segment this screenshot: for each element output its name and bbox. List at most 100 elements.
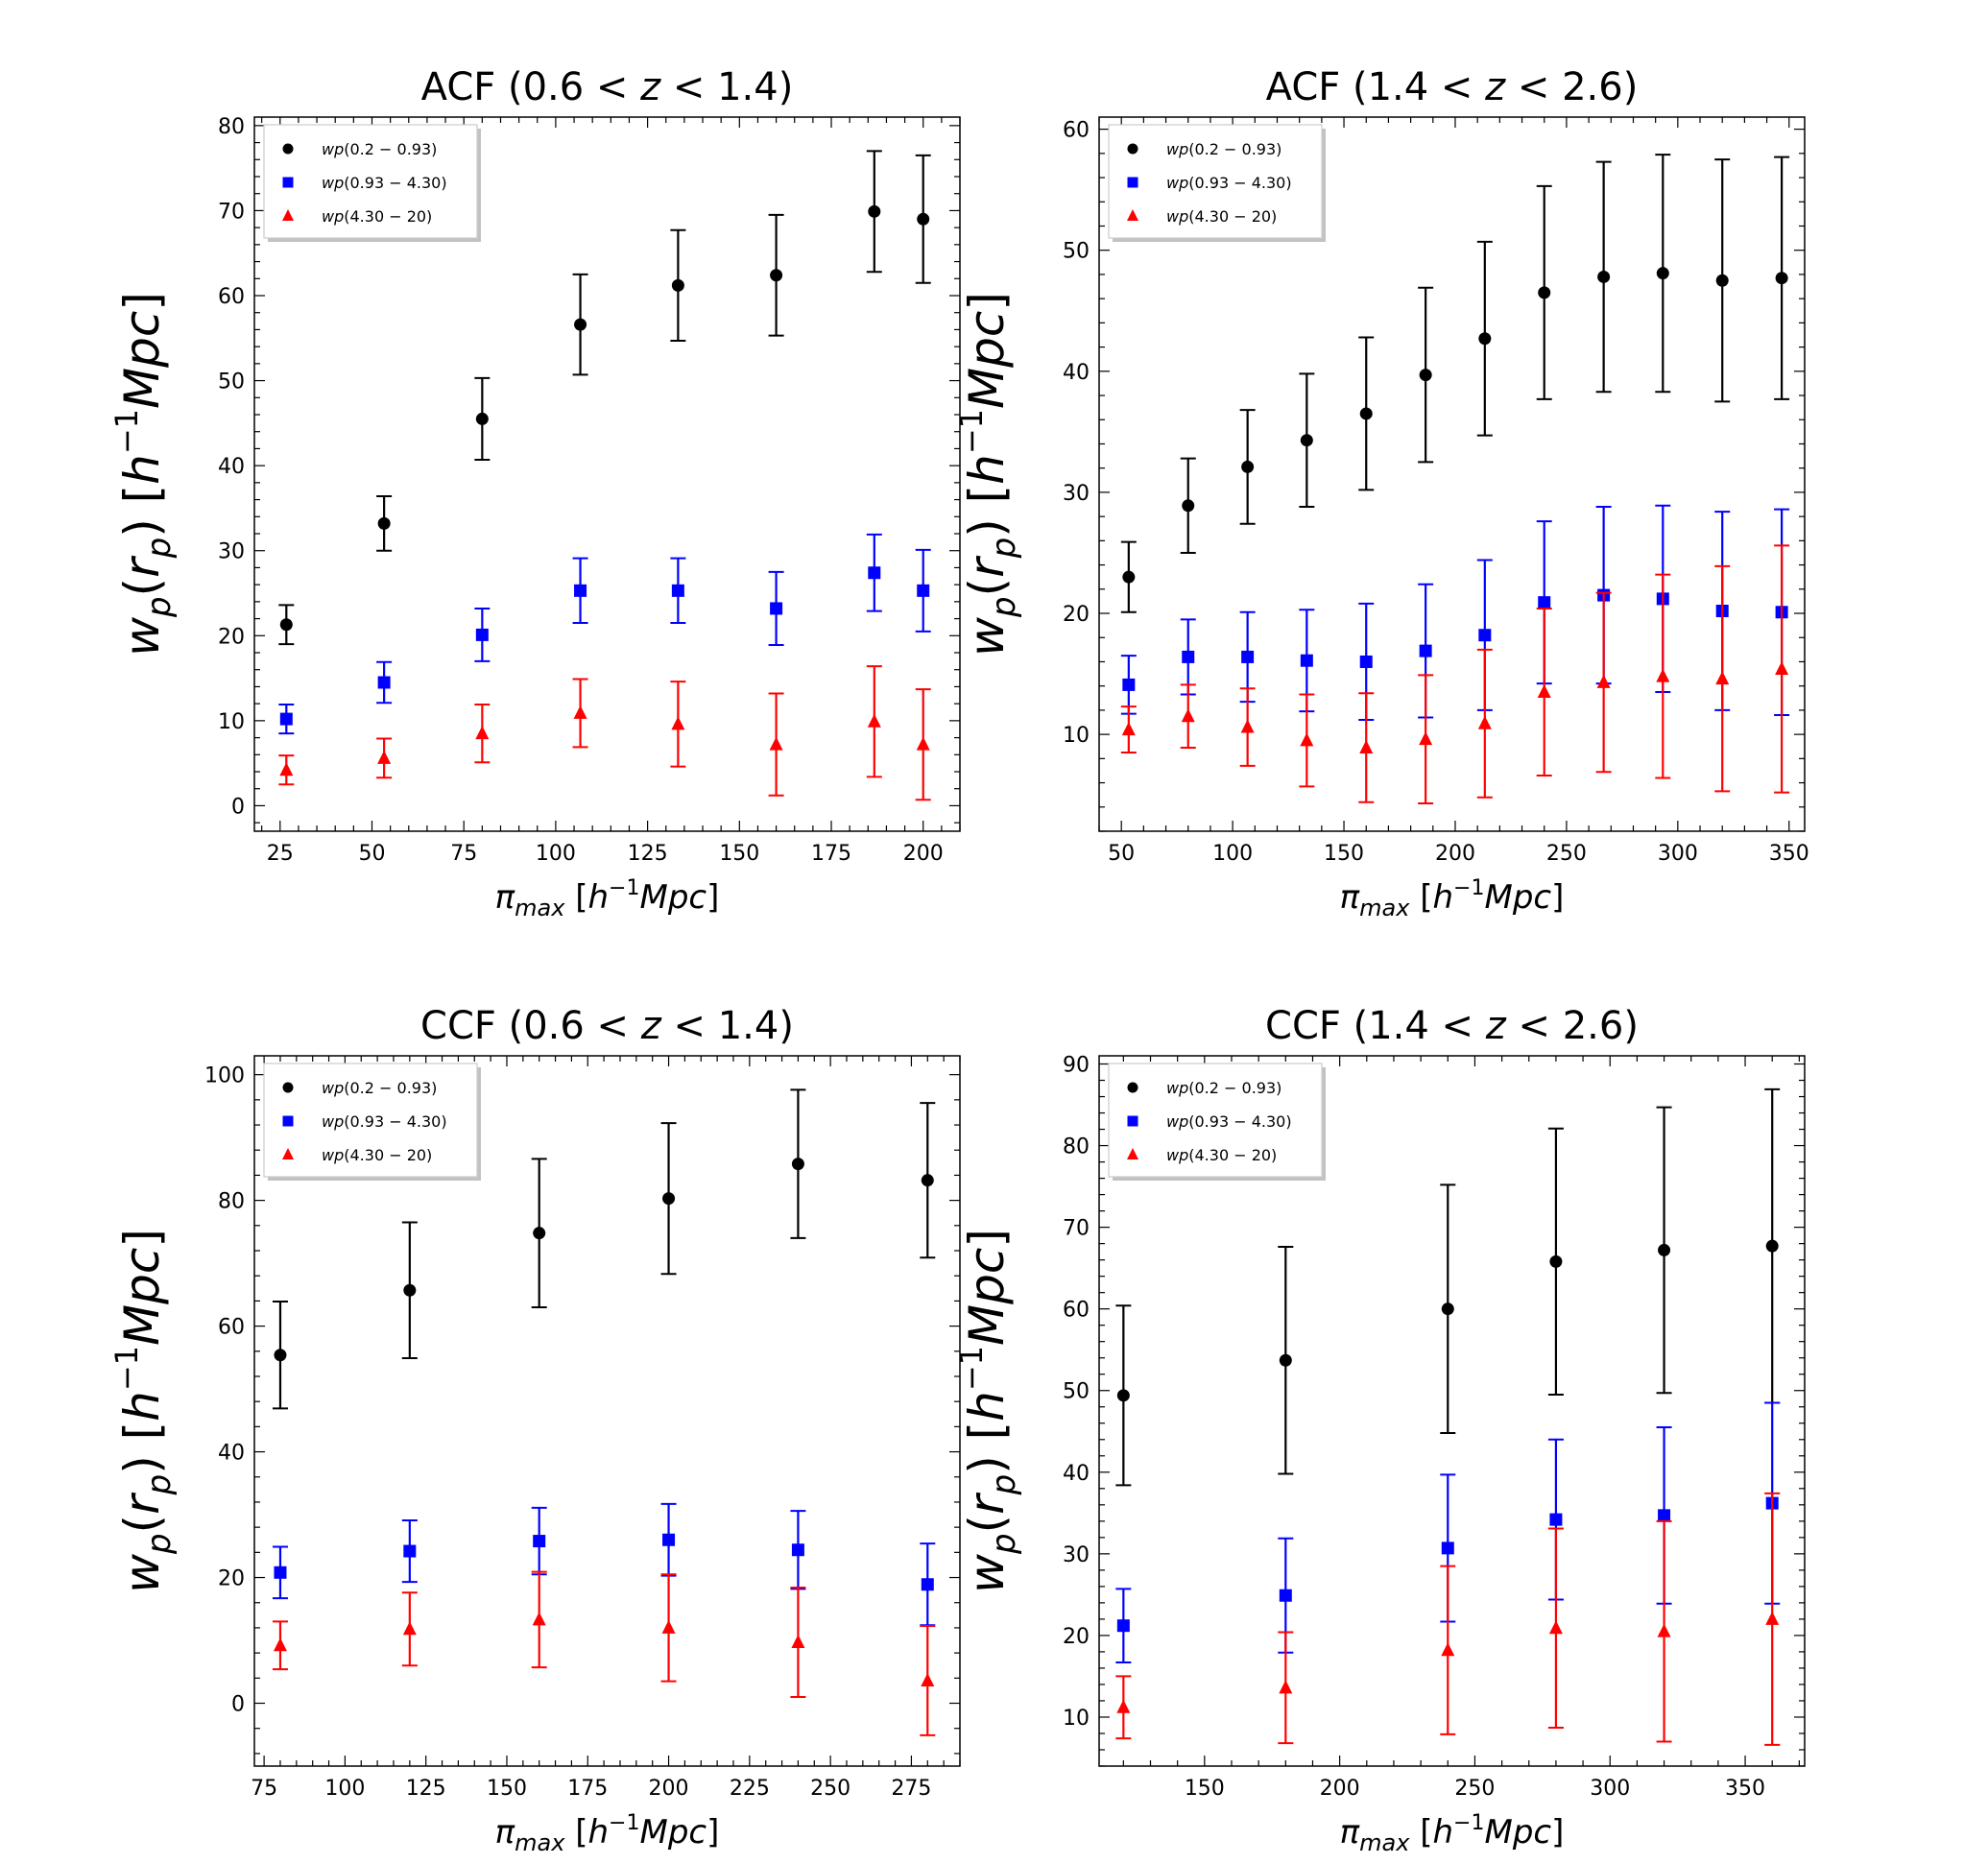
plot-frame bbox=[1098, 1055, 1806, 1767]
plot-frame bbox=[253, 1055, 961, 1767]
data-point-circle bbox=[1775, 272, 1788, 285]
legend-label: wp(4.30 − 20) bbox=[1166, 207, 1277, 226]
legend: wp(0.2 − 0.93) wp(0.93 − 4.30) wp(4.30 − 2… bbox=[263, 124, 481, 242]
data-point-circle bbox=[1765, 1239, 1779, 1253]
y-tick-label: 60 bbox=[1063, 119, 1090, 143]
data-point-circle bbox=[770, 269, 783, 282]
data-point-square bbox=[1122, 678, 1136, 691]
y-tick-label: 20 bbox=[218, 625, 245, 649]
y-axis-label: wp(rp) [h−1Mpc] bbox=[953, 292, 1023, 657]
data-point-square bbox=[1182, 650, 1195, 663]
legend-label: wp(0.93 − 4.30) bbox=[1166, 174, 1292, 192]
data-point-circle bbox=[868, 204, 881, 218]
data-point-circle bbox=[1538, 286, 1551, 299]
data-point-square bbox=[791, 1543, 804, 1557]
x-axis-label: πmax [h−1Mpc] bbox=[495, 1811, 720, 1856]
data-point-triangle bbox=[1441, 1642, 1455, 1657]
legend: wp(0.2 − 0.93) wp(0.93 − 4.30) wp(4.30 − 2… bbox=[263, 1063, 481, 1181]
data-point-circle bbox=[662, 1192, 676, 1206]
y-tick-label: 100 bbox=[204, 1064, 245, 1088]
chart-title: CCF (1.4 < z < 2.6) bbox=[1265, 1004, 1639, 1048]
data-point-square bbox=[1538, 596, 1551, 609]
data-point-circle bbox=[1419, 369, 1432, 382]
data-point-circle bbox=[791, 1158, 804, 1171]
legend-marker-circle bbox=[1127, 143, 1138, 155]
series-circle bbox=[278, 150, 931, 646]
x-tick-label: 350 bbox=[1769, 842, 1809, 866]
legend-marker-square bbox=[1127, 177, 1138, 188]
legend-marker-circle bbox=[282, 143, 294, 155]
data-point-circle bbox=[1182, 499, 1195, 513]
x-tick-label: 250 bbox=[1546, 842, 1587, 866]
y-tick-label: 90 bbox=[1063, 1054, 1090, 1078]
legend-marker-triangle bbox=[282, 209, 294, 221]
data-point-circle bbox=[1658, 1243, 1671, 1256]
legend-box bbox=[263, 1063, 478, 1178]
data-point-square bbox=[279, 712, 293, 726]
y-tick-label: 10 bbox=[218, 710, 245, 734]
data-point-triangle bbox=[867, 713, 881, 728]
chart-panel-2: ACF (1.4 < z < 2.6) 50 100 150 200 250 300 350 1… bbox=[953, 65, 1809, 921]
legend-box bbox=[263, 124, 478, 239]
data-point-circle bbox=[377, 516, 391, 530]
x-tick-label: 100 bbox=[324, 1777, 365, 1801]
data-point-circle bbox=[1116, 1389, 1130, 1402]
y-tick-label: 0 bbox=[231, 1693, 245, 1717]
data-point-circle bbox=[1359, 407, 1373, 420]
data-point-circle bbox=[1478, 332, 1492, 346]
data-point-triangle bbox=[1656, 668, 1670, 682]
y-tick-label: 70 bbox=[218, 200, 245, 224]
legend-marker-square bbox=[1127, 1115, 1138, 1127]
data-point-triangle bbox=[769, 736, 783, 751]
legend: wp(0.2 − 0.93) wp(0.93 − 4.30) wp(4.30 − 2… bbox=[1108, 124, 1326, 242]
x-tick-label: 300 bbox=[1658, 842, 1698, 866]
y-tick-label: 30 bbox=[1063, 482, 1090, 506]
x-tick-label: 200 bbox=[1320, 1777, 1360, 1801]
series-square bbox=[278, 533, 931, 735]
x-axis-label: πmax [h−1Mpc] bbox=[495, 876, 720, 921]
data-point-square bbox=[1116, 1619, 1130, 1633]
data-point-circle bbox=[279, 618, 293, 632]
y-tick-label: 10 bbox=[1063, 724, 1090, 748]
chart-title: CCF (0.6 < z < 1.4) bbox=[420, 1004, 794, 1048]
data-point-square bbox=[1549, 1513, 1563, 1526]
legend-label: wp(4.30 − 20) bbox=[1166, 1146, 1277, 1164]
x-tick-label: 50 bbox=[359, 842, 386, 866]
data-point-triangle bbox=[273, 1637, 287, 1652]
y-tick-label: 40 bbox=[218, 1442, 245, 1466]
data-point-square bbox=[533, 1535, 546, 1548]
x-tick-label: 125 bbox=[628, 842, 668, 866]
data-point-triangle bbox=[1715, 671, 1730, 685]
y-tick-label: 50 bbox=[1063, 240, 1090, 264]
legend-marker-circle bbox=[282, 1082, 294, 1093]
x-tick-label: 300 bbox=[1590, 1777, 1630, 1801]
chart-title: ACF (1.4 < z < 2.6) bbox=[1266, 65, 1639, 109]
data-point-triangle bbox=[661, 1619, 676, 1634]
data-point-triangle bbox=[1596, 674, 1611, 688]
legend-label: wp(0.2 − 0.93) bbox=[322, 1079, 437, 1097]
data-point-triangle bbox=[377, 750, 392, 764]
x-tick-label: 150 bbox=[487, 1777, 527, 1801]
data-point-circle bbox=[1241, 460, 1255, 473]
data-point-square bbox=[868, 566, 881, 580]
x-tick-label: 75 bbox=[450, 842, 477, 866]
series-square bbox=[1120, 504, 1790, 721]
y-tick-label: 80 bbox=[1063, 1135, 1090, 1159]
y-tick-label: 10 bbox=[1063, 1707, 1090, 1731]
y-axis-label: wp(rp) [h−1Mpc] bbox=[108, 1229, 179, 1593]
x-tick-label: 250 bbox=[810, 1777, 850, 1801]
data-point-triangle bbox=[1537, 683, 1551, 698]
series-circle bbox=[1120, 154, 1790, 613]
y-tick-label: 40 bbox=[1063, 361, 1090, 385]
series-triangle bbox=[278, 665, 931, 801]
y-tick-label: 60 bbox=[218, 285, 245, 309]
data-point-square bbox=[662, 1533, 676, 1546]
chart-title: ACF (0.6 < z < 1.4) bbox=[421, 65, 794, 109]
data-point-square bbox=[475, 628, 489, 641]
data-point-triangle bbox=[921, 1672, 935, 1686]
y-tick-label: 0 bbox=[231, 795, 245, 819]
data-point-circle bbox=[1715, 274, 1729, 287]
legend-label: wp(4.30 − 20) bbox=[322, 1146, 432, 1164]
data-point-square bbox=[1359, 655, 1373, 668]
legend-label: wp(0.93 − 4.30) bbox=[322, 174, 447, 192]
